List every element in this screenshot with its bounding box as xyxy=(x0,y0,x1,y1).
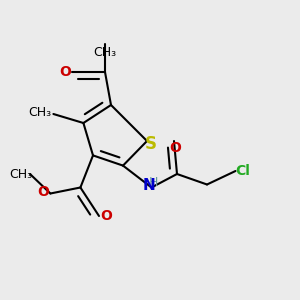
Text: CH₃: CH₃ xyxy=(93,46,117,59)
Text: N: N xyxy=(143,178,155,194)
Text: O: O xyxy=(37,185,49,199)
Text: S: S xyxy=(145,135,157,153)
Text: O: O xyxy=(100,209,112,223)
Text: CH₃: CH₃ xyxy=(28,106,52,119)
Text: H: H xyxy=(149,176,159,190)
Text: Cl: Cl xyxy=(236,164,250,178)
Text: O: O xyxy=(169,141,181,154)
Text: O: O xyxy=(59,65,71,79)
Text: CH₃: CH₃ xyxy=(9,167,33,181)
